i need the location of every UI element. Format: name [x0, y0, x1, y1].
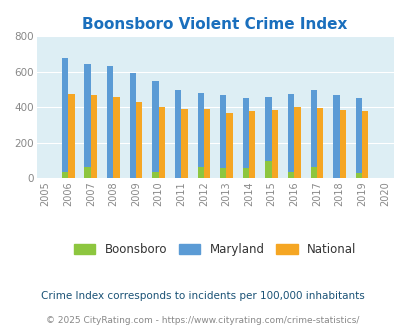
Bar	[158, 107, 164, 178]
Text: Crime Index corresponds to incidents per 100,000 inhabitants: Crime Index corresponds to incidents per…	[41, 291, 364, 301]
Bar	[220, 95, 226, 178]
Bar	[203, 109, 210, 178]
Bar	[226, 113, 232, 178]
Bar	[271, 110, 277, 178]
Bar	[62, 172, 68, 178]
Bar	[152, 81, 158, 178]
Bar	[310, 89, 316, 178]
Legend: Boonsboro, Maryland, National: Boonsboro, Maryland, National	[69, 238, 360, 260]
Title: Boonsboro Violent Crime Index: Boonsboro Violent Crime Index	[82, 17, 347, 32]
Bar	[68, 94, 75, 178]
Bar	[265, 161, 271, 178]
Bar	[91, 95, 97, 178]
Bar	[355, 173, 361, 178]
Bar	[242, 168, 249, 178]
Bar	[129, 73, 136, 178]
Bar	[294, 108, 300, 178]
Bar	[113, 97, 119, 178]
Bar	[249, 111, 255, 178]
Bar	[287, 94, 294, 178]
Bar	[242, 98, 249, 178]
Bar	[316, 108, 322, 178]
Bar	[220, 168, 226, 178]
Text: © 2025 CityRating.com - https://www.cityrating.com/crime-statistics/: © 2025 CityRating.com - https://www.city…	[46, 316, 359, 325]
Bar	[107, 66, 113, 178]
Bar	[197, 167, 203, 178]
Bar	[287, 172, 294, 178]
Bar	[310, 167, 316, 178]
Bar	[361, 111, 368, 178]
Bar	[175, 90, 181, 178]
Bar	[333, 95, 339, 178]
Bar	[136, 102, 142, 178]
Bar	[84, 167, 91, 178]
Bar	[197, 93, 203, 178]
Bar	[339, 110, 345, 178]
Bar	[181, 109, 187, 178]
Bar	[265, 97, 271, 178]
Bar	[152, 172, 158, 178]
Bar	[84, 64, 91, 178]
Bar	[62, 58, 68, 178]
Bar	[355, 98, 361, 178]
